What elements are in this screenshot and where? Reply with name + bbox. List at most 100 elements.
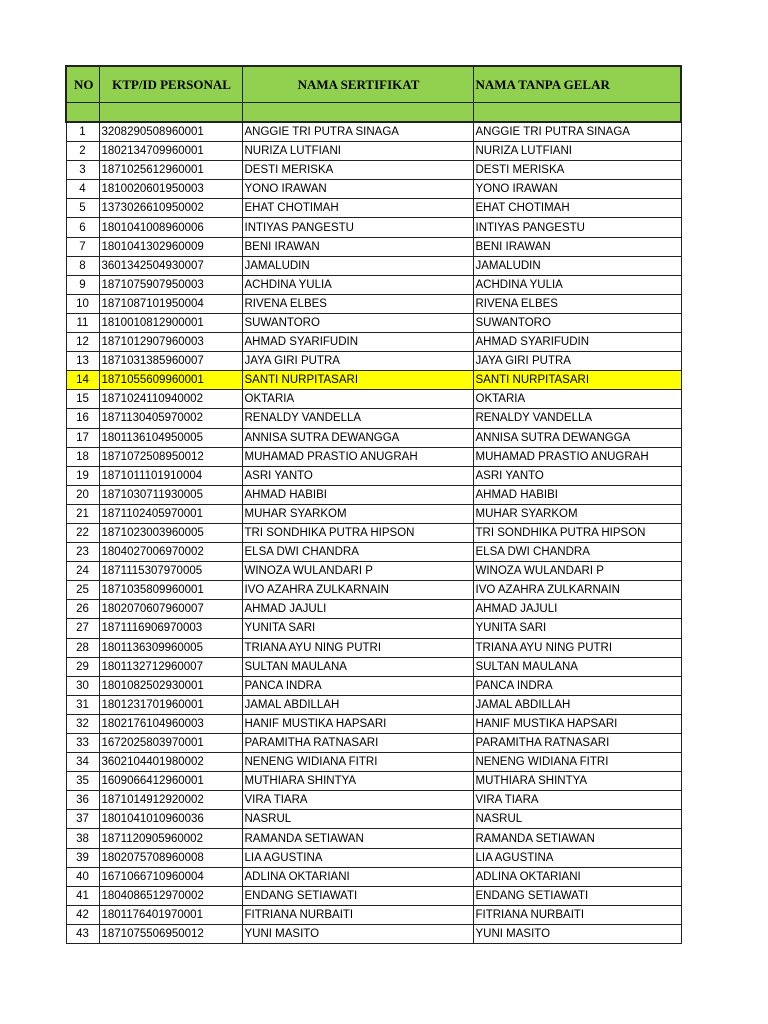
cell-nama-tanpa-gelar: SULTAN MAULANA xyxy=(472,656,682,677)
cell-no: 37 xyxy=(65,809,100,830)
cell-nama-sertifikat: VIRA TIARA xyxy=(241,790,474,811)
table-row: 43 1871075506950012 YUNI MASITO YUNI MASITO xyxy=(65,923,682,945)
header-row: NO KTP/ID PERSONAL NAMA SERTIFIKAT NAMA … xyxy=(65,65,682,103)
cell-nama-sertifikat: RAMANDA SETIAWAN xyxy=(241,828,474,849)
cell-no: 5 xyxy=(65,198,100,219)
cell-ktp: 1801132712960007 xyxy=(98,656,243,677)
table-row: 3 1871025612960001 DESTI MERISKA DESTI MERI… xyxy=(65,160,682,181)
cell-ktp: 1802134709960001 xyxy=(98,141,243,162)
cell-ktp: 1609066412960001 xyxy=(98,771,243,792)
cell-no: 9 xyxy=(65,274,100,295)
cell-no: 3 xyxy=(65,160,100,181)
cell-nama-sertifikat: ANGGIE TRI PUTRA SINAGA xyxy=(241,121,474,143)
table-row: 1 3208290508960001 ANGGIE TRI PUTRA SINAGA… xyxy=(65,121,682,143)
cell-nama-sertifikat: NENENG WIDIANA FITRI xyxy=(241,752,474,773)
cell-nama-tanpa-gelar: ELSA DWI CHANDRA xyxy=(472,542,682,563)
cell-no: 35 xyxy=(65,771,100,792)
table-row: 13 1871031385960007 JAYA GIRI PUTRA JAYA GI… xyxy=(65,351,682,372)
cell-nama-tanpa-gelar: YUNITA SARI xyxy=(472,618,682,639)
cell-nama-tanpa-gelar: AHMAD JAJULI xyxy=(472,599,682,620)
cell-nama-sertifikat: TRIANA AYU NING PUTRI xyxy=(241,637,474,658)
cell-ktp: 1871115307970005 xyxy=(98,561,243,582)
cell-nama-sertifikat: MUHAR SYARKOM xyxy=(241,503,474,524)
cell-ktp: 1801176401970001 xyxy=(98,904,243,925)
cell-nama-tanpa-gelar: RIVENA ELBES xyxy=(472,293,682,314)
cell-nama-tanpa-gelar: JAYA GIRI PUTRA xyxy=(472,351,682,372)
table-row: 32 1802176104960003 HANIF MUSTIKA HAPSARI H… xyxy=(65,713,682,735)
table-row: 2 1802134709960001 NURIZA LUTFIANI NURIZA L… xyxy=(65,141,682,162)
table-row: 15 1871024110940002 OKTARIA OKTARIA xyxy=(65,389,682,410)
cell-nama-sertifikat: ANNISA SUTRA DEWANGGA xyxy=(241,427,474,448)
cell-ktp: 1871116906970003 xyxy=(98,618,243,639)
cell-ktp: 1871031385960007 xyxy=(98,351,243,372)
empty-cell xyxy=(472,102,682,123)
cell-nama-tanpa-gelar: ACHDINA YULIA xyxy=(472,274,682,295)
cell-nama-tanpa-gelar: DESTI MERISKA xyxy=(472,160,682,181)
cell-nama-sertifikat: RIVENA ELBES xyxy=(241,293,474,314)
table-row: 36 1871014912920002 VIRA TIARA VIRA TIARA xyxy=(65,790,682,811)
cell-no: 19 xyxy=(65,465,100,486)
table-row: 41 1804086512970002 ENDANG SETIAWATI ENDANG… xyxy=(65,885,682,906)
table-body: 1 3208290508960001 ANGGIE TRI PUTRA SINAGA… xyxy=(65,121,682,945)
cell-nama-sertifikat: MUTHIARA SHINTYA xyxy=(241,771,474,792)
cell-no: 32 xyxy=(65,713,100,735)
cell-nama-sertifikat: RENALDY VANDELLA xyxy=(241,408,474,429)
cell-ktp: 1871120905960002 xyxy=(98,828,243,849)
cell-nama-tanpa-gelar: JAMAL ABDILLAH xyxy=(472,694,682,715)
cell-ktp: 1871055609960001 xyxy=(98,370,243,391)
cell-nama-tanpa-gelar: VIRA TIARA xyxy=(472,790,682,811)
cell-no: 42 xyxy=(65,904,100,925)
table-row: 42 1801176401970001 FITRIANA NURBAITI FITRI… xyxy=(65,904,682,925)
cell-ktp: 1871011101910004 xyxy=(98,465,243,486)
table-row: 27 1871116906970003 YUNITA SARI YUNITA SARI xyxy=(65,618,682,639)
cell-no: 28 xyxy=(65,637,100,658)
cell-nama-sertifikat: DESTI MERISKA xyxy=(241,160,474,181)
cell-nama-sertifikat: OKTARIA xyxy=(241,389,474,410)
cell-nama-tanpa-gelar: HANIF MUSTIKA HAPSARI xyxy=(472,713,682,735)
cell-nama-sertifikat: ACHDINA YULIA xyxy=(241,274,474,295)
cell-no: 36 xyxy=(65,790,100,811)
table-row: 26 1802070607960007 AHMAD JAJULI AHMAD JAJU… xyxy=(65,599,682,620)
table-row: 11 1810010812900001 SUWANTORO SUWANTORO xyxy=(65,312,682,334)
cell-ktp: 1871075907950003 xyxy=(98,274,243,295)
cell-ktp: 1801041302960009 xyxy=(98,236,243,257)
cell-nama-tanpa-gelar: AHMAD SYARIFUDIN xyxy=(472,332,682,353)
table-row: 28 1801136309960005 TRIANA AYU NING PUTRI T… xyxy=(65,637,682,658)
cell-nama-tanpa-gelar: LIA AGUSTINA xyxy=(472,847,682,868)
cell-nama-sertifikat: AHMAD HABIBI xyxy=(241,484,474,505)
cell-ktp: 1871014912920002 xyxy=(98,790,243,811)
cell-nama-sertifikat: HANIF MUSTIKA HAPSARI xyxy=(241,713,474,735)
table-row: 6 1801041008960006 INTIYAS PANGESTU INTIYAS… xyxy=(65,217,682,238)
table-row: 40 1671066710960004 ADLINA OKTARIANI ADLINA… xyxy=(65,866,682,887)
cell-no: 25 xyxy=(65,580,100,601)
cell-ktp: 1871087101950004 xyxy=(98,293,243,314)
cell-no: 13 xyxy=(65,351,100,372)
table-row: 22 1871023003960005 TRI SONDHIKA PUTRA HIP… xyxy=(65,522,682,544)
table-row: 33 1672025803970001 PARAMITHA RATNASARI PAR… xyxy=(65,732,682,754)
cell-no: 29 xyxy=(65,656,100,677)
cell-no: 14 xyxy=(65,370,100,391)
cell-no: 15 xyxy=(65,389,100,410)
cell-nama-sertifikat: AHMAD SYARIFUDIN xyxy=(241,332,474,353)
table-row: 34 3602104401980002 NENENG WIDIANA FITRI NE… xyxy=(65,752,682,773)
cell-no: 41 xyxy=(65,885,100,906)
cell-nama-tanpa-gelar: BENI IRAWAN xyxy=(472,236,682,257)
cell-nama-sertifikat: AHMAD JAJULI xyxy=(241,599,474,620)
cell-nama-tanpa-gelar: YONO IRAWAN xyxy=(472,179,682,200)
cell-nama-sertifikat: EHAT CHOTIMAH xyxy=(241,198,474,219)
cell-no: 26 xyxy=(65,599,100,620)
cell-nama-sertifikat: JAMAL ABDILLAH xyxy=(241,694,474,715)
cell-no: 24 xyxy=(65,561,100,582)
cell-nama-sertifikat: IVO AZAHRA ZULKARNAIN xyxy=(241,580,474,601)
cell-ktp: 1671066710960004 xyxy=(98,866,243,887)
header-ktp: KTP/ID PERSONAL xyxy=(98,65,243,103)
cell-nama-tanpa-gelar: RAMANDA SETIAWAN xyxy=(472,828,682,849)
cell-nama-tanpa-gelar: FITRIANA NURBAITI xyxy=(472,904,682,925)
cell-nama-tanpa-gelar: TRI SONDHIKA PUTRA HIPSON xyxy=(472,522,682,544)
cell-ktp: 1373026610950002 xyxy=(98,198,243,219)
cell-no: 23 xyxy=(65,542,100,563)
cell-no: 18 xyxy=(65,446,100,467)
table-row: 19 1871011101910004 ASRI YANTO ASRI YANTO xyxy=(65,465,682,486)
cell-no: 11 xyxy=(65,312,100,334)
cell-nama-sertifikat: YONO IRAWAN xyxy=(241,179,474,200)
